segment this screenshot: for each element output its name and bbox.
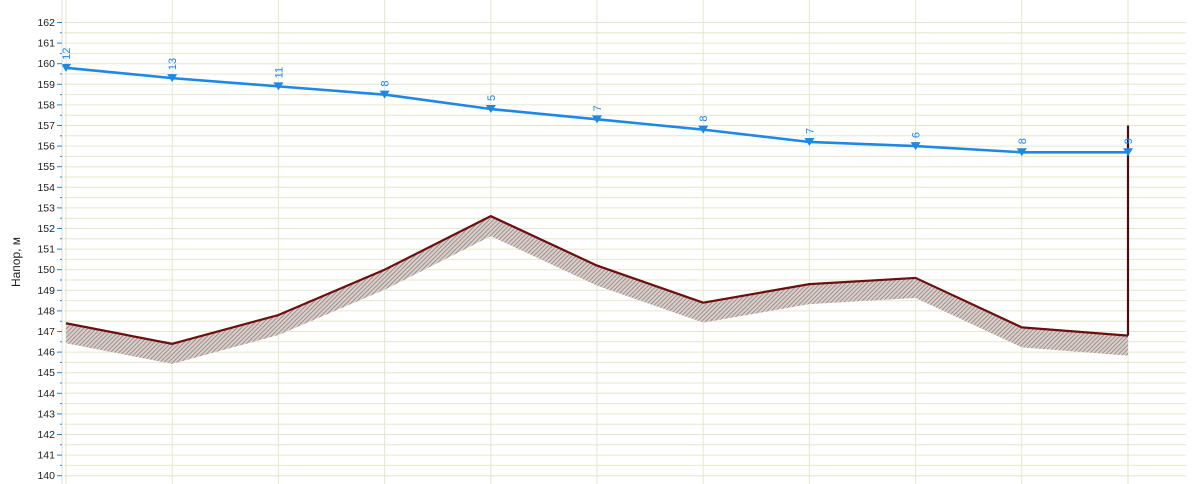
head-marker xyxy=(910,142,921,151)
y-tick-label: 142 xyxy=(37,429,55,441)
head-marker xyxy=(1123,148,1133,157)
y-tick-label: 148 xyxy=(37,305,55,317)
y-tick-label: 162 xyxy=(37,17,55,29)
y-tick-label: 161 xyxy=(37,38,55,50)
head-marker xyxy=(273,82,284,91)
y-tick-label: 152 xyxy=(37,223,55,235)
head-point-label: 7 xyxy=(592,105,604,111)
head-line: 12 13 11 8 5 7 8 7 6 8 9 xyxy=(61,48,1135,157)
head-point-label: 7 xyxy=(804,128,816,134)
head-point-label: 9 xyxy=(1123,138,1135,144)
ground-line xyxy=(65,215,1129,345)
head-point-label: 5 xyxy=(486,95,498,101)
head-point-label: 8 xyxy=(1017,138,1029,144)
y-tick-label: 157 xyxy=(37,120,55,132)
head-point-label: 8 xyxy=(380,80,392,86)
head-marker xyxy=(167,74,178,83)
ground-hatch xyxy=(66,216,1128,364)
y-axis-title: Напор, м xyxy=(9,237,23,287)
y-tick-label: 143 xyxy=(37,408,55,420)
head-marker xyxy=(804,137,815,146)
y-tick-label: 146 xyxy=(37,347,55,359)
y-tick-label: 159 xyxy=(37,79,55,91)
y-tick-label: 154 xyxy=(37,182,55,194)
head-point-label: 8 xyxy=(698,115,710,121)
y-tick-label: 160 xyxy=(37,58,55,70)
head-marker xyxy=(379,90,390,99)
head-marker xyxy=(592,115,602,124)
head-marker xyxy=(698,125,709,134)
ground-profile xyxy=(65,125,1130,364)
head-point-label: 11 xyxy=(273,67,285,78)
y-tick-label: 141 xyxy=(37,450,55,462)
head-point-label: 13 xyxy=(167,58,179,70)
y-tick-label: 156 xyxy=(37,141,55,153)
head-point-label: 6 xyxy=(911,132,923,138)
y-tick-label: 150 xyxy=(37,264,55,276)
head-marker xyxy=(1016,148,1027,157)
y-axis: 140 141 142 143 144 145 146 147 148 149 150 151 152 1… xyxy=(37,0,63,484)
head-marker xyxy=(485,105,496,114)
y-tick-label: 155 xyxy=(37,161,55,173)
head-marker xyxy=(61,63,71,72)
head-point-label: 12 xyxy=(61,48,73,60)
y-tick-label: 151 xyxy=(37,244,55,256)
y-tick-label: 147 xyxy=(37,326,55,338)
y-tick-label: 153 xyxy=(37,202,55,214)
y-tick-label: 149 xyxy=(37,285,55,297)
y-tick-label: 140 xyxy=(37,470,55,482)
y-tick-label: 145 xyxy=(37,367,55,379)
y-tick-label: 158 xyxy=(37,99,55,111)
grid xyxy=(64,0,1186,484)
y-tick-label: 144 xyxy=(37,388,55,400)
